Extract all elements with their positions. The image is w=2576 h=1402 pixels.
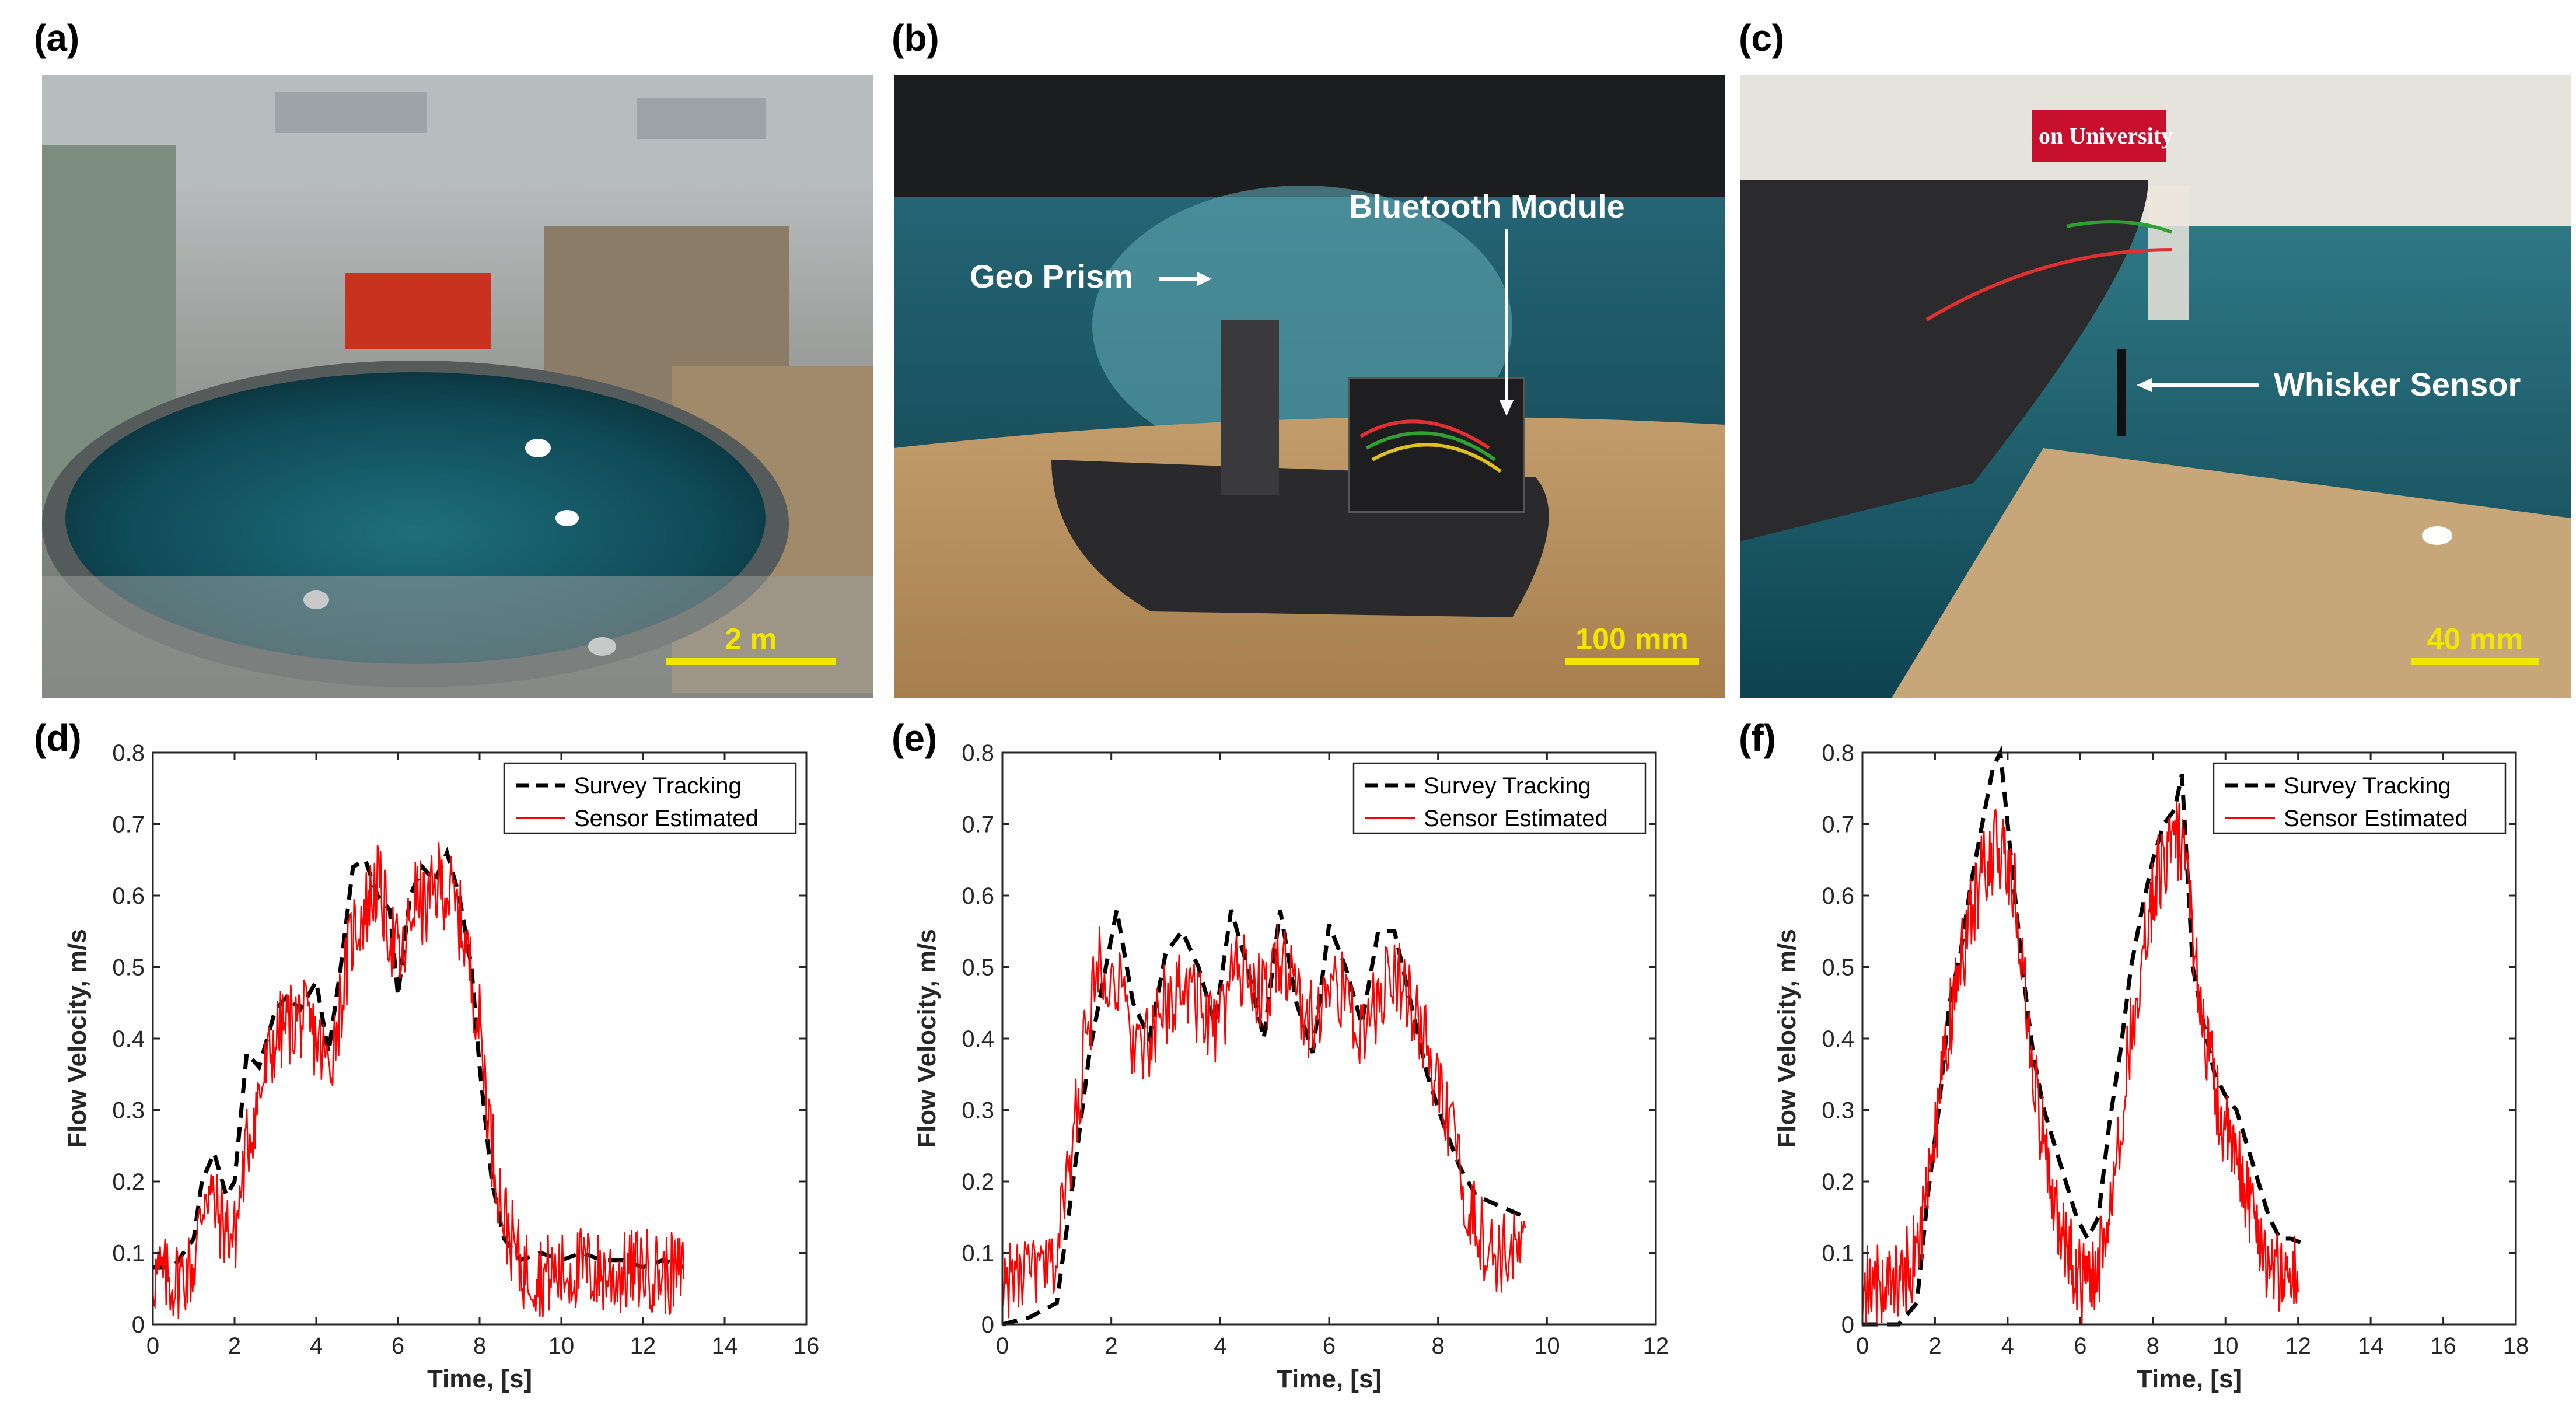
chart-e-svg: 0 2 4 6 8 10 12 0 0.1 0.2 0.3 0.4 0.5 0.6 0.7 0.8 Time, … — [913, 740, 1669, 1393]
chart-f-xtick-label: 4 — [2001, 1333, 2014, 1359]
chart-e: 0 2 4 6 8 10 12 0 0.1 0.2 0.3 0.4 0.5 0.6 0.7 0.8 Time, … — [913, 740, 1669, 1393]
chart-f-xtick-label: 6 — [2074, 1333, 2086, 1359]
chart-d-series-survey-tracking — [153, 847, 685, 1270]
chart-d-xtick-label: 12 — [630, 1333, 656, 1359]
chart-d-ytick-label: 0.6 — [112, 883, 145, 909]
chart-e-xlabel: Time, [s] — [1277, 1365, 1382, 1393]
chart-d-ytick-label: 0.2 — [112, 1169, 145, 1195]
chart-d-xtick-label: 0 — [146, 1333, 159, 1359]
panel-label-f: (f) — [1739, 717, 1776, 759]
photo-lab-tank: 2 m — [42, 75, 873, 698]
chart-e-xtick-label: 12 — [1643, 1333, 1669, 1359]
chart-f-ytick-label: 0.4 — [1822, 1026, 1854, 1052]
chart-d-xtick-label: 6 — [392, 1333, 404, 1359]
chart-e-xtick-label: 0 — [996, 1333, 1009, 1359]
chart-e-xtick-label: 8 — [1432, 1333, 1445, 1359]
panel-label-e: (e) — [892, 717, 938, 759]
chart-d-ytick-label: 0.8 — [112, 740, 145, 766]
photo-boat: Geo Prism Bluetooth Module 100 mm — [894, 75, 1725, 698]
chart-e-legend-label-survey: Survey Tracking — [1424, 773, 1591, 799]
annotation-geo-prism: Geo Prism — [970, 258, 1133, 295]
panel-label-b: (b) — [892, 17, 939, 59]
chart-d-ytick-label: 0.3 — [112, 1098, 145, 1124]
chart-e-ytick-label: 0.1 — [962, 1241, 994, 1267]
chart-e-series-sensor-estimated — [1001, 924, 1526, 1319]
chart-d-xtick-label: 14 — [712, 1333, 738, 1359]
chart-f-xtick-label: 2 — [1928, 1333, 1941, 1359]
scale-label-a: 2 m — [725, 623, 777, 656]
chart-f-xtick-label: 0 — [1856, 1333, 1869, 1359]
scale-label-c: 40 mm — [2427, 623, 2523, 656]
chart-f-legend-box — [2213, 762, 2507, 834]
chart-d-series-sensor-estimated — [152, 842, 685, 1320]
chart-e-xtick-label: 2 — [1105, 1333, 1118, 1359]
chart-e-ytick-label: 0.6 — [962, 883, 994, 909]
chart-f-series-survey-tracking — [1862, 745, 2310, 1327]
chart-f-ytick-label: 0.8 — [1822, 740, 1854, 766]
chart-d-ytick-label: 0.1 — [112, 1241, 145, 1267]
chart-d-xtick-label: 16 — [794, 1333, 820, 1359]
chart-e-ytick-label: 0.3 — [962, 1098, 994, 1124]
chart-f-ytick-label: 0.6 — [1822, 883, 1854, 909]
chart-e-legend-box — [1352, 762, 1647, 834]
chart-d-ytick-label: 0 — [132, 1312, 145, 1338]
chart-d-ytick-label: 0.7 — [112, 812, 145, 838]
panel-label-c: (c) — [1739, 17, 1785, 59]
chart-f-xtick-label: 18 — [2503, 1333, 2529, 1359]
chart-d-ytick-label: 0.4 — [112, 1026, 145, 1052]
chart-f-ytick-label: 0.1 — [1822, 1241, 1854, 1267]
chart-d-ytick-label: 0.5 — [112, 955, 145, 981]
chart-d-xtick-label: 8 — [473, 1333, 486, 1359]
chart-e-legend-label-sensor: Sensor Estimated — [1424, 806, 1608, 831]
chart-e-xtick-label: 4 — [1214, 1333, 1226, 1359]
chart-f-axes-box — [1861, 751, 2517, 1326]
sign-text: on University — [2039, 123, 2173, 149]
chart-f-xtick-label: 8 — [2147, 1333, 2159, 1359]
chart-f-legend-label-survey: Survey Tracking — [2284, 773, 2451, 799]
chart-d: 0 2 4 6 8 10 12 14 16 0 0.1 0.2 0.3 0.4 0.5 0.6 0.7 0.8 Ti… — [0, 0, 852, 1402]
chart-f-xtick-label: 12 — [2285, 1333, 2311, 1359]
chart-e-ytick-label: 0 — [981, 1312, 994, 1338]
chart-f-xtick-label: 16 — [2430, 1333, 2456, 1359]
chart-e-ytick-label: 0.5 — [962, 955, 994, 981]
chart-d-xtick-label: 2 — [228, 1333, 241, 1359]
chart-f-xlabel: Time, [s] — [2137, 1365, 2242, 1393]
chart-f-ytick-label: 0.5 — [1822, 955, 1854, 981]
chart-d-xtick-label: 4 — [310, 1333, 323, 1359]
chart-e-ytick-label: 0.7 — [962, 812, 994, 838]
annotation-whisker-sensor: Whisker Sensor — [2274, 366, 2521, 403]
chart-d-legend-label-sensor: Sensor Estimated — [574, 806, 759, 831]
chart-e-ytick-label: 0.2 — [962, 1169, 994, 1195]
chart-e-ylabel: Flow Velocity, m/s — [913, 929, 941, 1148]
photo-whisker-sensor: on University Whisker Sensor 40 mm — [1740, 75, 2571, 698]
chart-f-ytick-label: 0.2 — [1822, 1169, 1854, 1195]
chart-d-ylabel: Flow Velocity, m/s — [63, 929, 92, 1148]
chart-f-ytick-label: 0.7 — [1822, 812, 1854, 838]
chart-f-series-sensor-estimated — [1861, 802, 2299, 1325]
chart-e-xtick-label: 6 — [1323, 1333, 1336, 1359]
chart-f-ytick-label: 0 — [1841, 1312, 1854, 1338]
annotation-bluetooth-module: Bluetooth Module — [1349, 188, 1625, 225]
chart-e-ytick-label: 0.8 — [962, 740, 994, 766]
chart-f-xtick-label: 10 — [2213, 1333, 2239, 1359]
scale-label-b: 100 mm — [1575, 623, 1689, 656]
chart-f-ylabel: Flow Velocity, m/s — [1773, 929, 1801, 1148]
chart-f-ytick-label: 0.3 — [1822, 1098, 1854, 1124]
chart-e-series-survey-tracking — [1002, 909, 1526, 1327]
panel-label-d: (d) — [34, 717, 82, 759]
chart-f-xtick-label: 14 — [2358, 1333, 2384, 1359]
chart-d-xtick-label: 10 — [548, 1333, 575, 1359]
chart-d-legend-label-survey: Survey Tracking — [574, 773, 742, 799]
chart-d-svg: 0 2 4 6 8 10 12 14 16 0 0.1 0.2 0.3 0.4 0.5 0.6 0.7 0.8 Ti… — [63, 740, 820, 1393]
chart-e-xtick-label: 10 — [1534, 1333, 1560, 1359]
chart-f-legend-label-sensor: Sensor Estimated — [2284, 806, 2468, 831]
chart-d-xlabel: Time, [s] — [427, 1365, 532, 1393]
chart-e-ytick-label: 0.4 — [962, 1026, 994, 1052]
chart-d-legend-box — [503, 762, 797, 834]
panel-label-a: (a) — [34, 17, 80, 59]
